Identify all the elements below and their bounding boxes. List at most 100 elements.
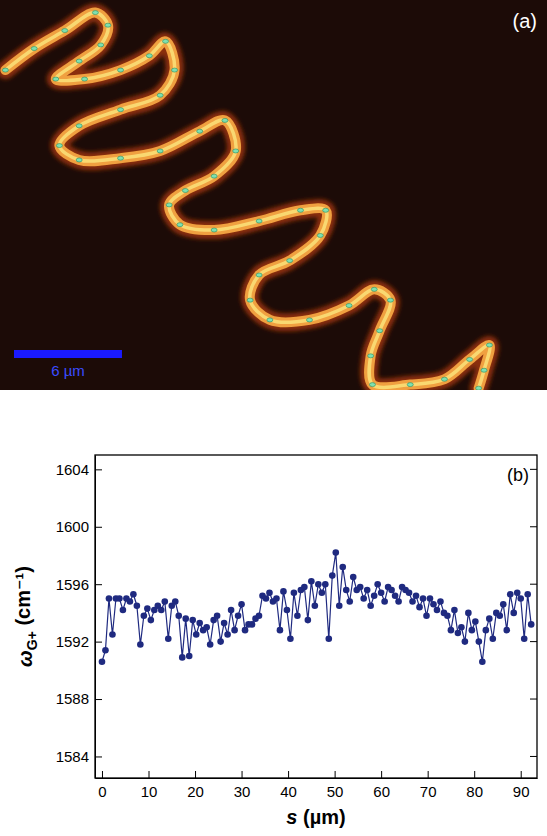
series-point: [287, 635, 294, 642]
measurement-point: [481, 368, 487, 372]
series-point: [325, 635, 332, 642]
y-tick-mark: [95, 469, 102, 470]
series-point: [486, 615, 493, 622]
series: [99, 549, 535, 665]
series-point: [346, 598, 353, 605]
series-point: [273, 595, 280, 602]
series-point: [437, 598, 444, 605]
measurement-point: [166, 203, 172, 207]
series-point: [510, 610, 517, 617]
series-point: [451, 607, 458, 614]
x-tick-label: 20: [187, 783, 204, 800]
series-point: [130, 591, 137, 598]
series-point: [193, 631, 200, 638]
x-tick: 20: [187, 771, 204, 800]
y-tick-mark-right: [530, 756, 537, 757]
measurement-point: [306, 318, 312, 322]
y-tick-label: 1600: [56, 518, 89, 535]
series-point: [367, 602, 374, 609]
measurement-point: [476, 386, 482, 390]
series-point: [420, 595, 427, 602]
tube-glow: [5, 13, 490, 389]
measurement-point: [256, 273, 262, 277]
series-point: [336, 602, 343, 609]
series-point: [127, 598, 134, 605]
measurement-point: [247, 298, 253, 302]
map-panel: 6 µm(a): [0, 0, 547, 390]
measurement-point: [346, 304, 352, 308]
series-point: [503, 627, 510, 634]
series-point: [360, 595, 367, 602]
series-point: [109, 631, 116, 638]
series-point: [472, 618, 479, 625]
tube-core: [5, 13, 490, 389]
series-point: [388, 587, 395, 594]
y-axis: 158415881592159616001604: [56, 456, 102, 779]
y-tick-label: 1584: [56, 748, 89, 765]
series-point: [462, 638, 469, 645]
measurement-point: [172, 68, 178, 72]
x-axis-title: s (µm): [286, 806, 345, 828]
measurement-point: [76, 158, 82, 162]
series-point: [455, 630, 462, 637]
x-axis: 0102030405060708090: [96, 771, 538, 800]
series-point: [332, 549, 339, 556]
x-tick: 30: [234, 771, 251, 800]
measurement-point: [62, 29, 68, 33]
measurement-point: [76, 59, 82, 63]
x-axis-line: [96, 778, 538, 779]
measurement-point: [407, 383, 413, 387]
measurement-point: [31, 47, 37, 51]
x-tick-mark: [428, 771, 429, 778]
series-point: [235, 612, 242, 619]
series-point: [319, 590, 326, 597]
measurement-point: [82, 77, 88, 81]
measurement-point: [182, 189, 188, 193]
series-point: [263, 595, 270, 602]
measurement-point: [98, 43, 104, 47]
series-point: [329, 572, 336, 579]
series-point: [120, 607, 127, 614]
panel-label: (a): [513, 10, 537, 32]
y-axis-title: ωG+ (cm⁻¹): [12, 566, 40, 667]
series-point: [196, 620, 203, 627]
series-point: [483, 627, 490, 634]
series-point: [465, 610, 472, 617]
x-tick-mark: [102, 771, 103, 778]
x-tick: 60: [373, 771, 390, 800]
series-point: [172, 598, 179, 605]
measurement-point: [371, 287, 377, 291]
map-background: [0, 0, 547, 390]
measurement-point: [387, 298, 393, 302]
series-point: [392, 592, 399, 599]
figure: 6 µm(a)010203040506070809015841588159215…: [0, 0, 547, 836]
series-point: [528, 621, 535, 628]
series-point: [291, 590, 298, 597]
series-point: [308, 578, 315, 585]
y-tick-label: 1592: [56, 633, 89, 650]
measurement-point: [56, 144, 62, 148]
measurement-point: [211, 228, 217, 232]
measurement-point: [53, 77, 59, 81]
measurement-point: [92, 11, 98, 15]
measurement-point: [256, 219, 262, 223]
series-point: [507, 591, 514, 598]
series-point: [434, 607, 441, 614]
series-point: [301, 584, 308, 591]
series-point: [305, 617, 312, 624]
series-point: [238, 601, 245, 608]
x-tick-mark: [195, 771, 196, 778]
series-point: [99, 658, 106, 665]
series-point: [312, 602, 319, 609]
series-point: [161, 598, 168, 605]
series-point: [249, 621, 256, 628]
series-point: [343, 587, 350, 594]
series-point: [378, 590, 385, 597]
series-point: [186, 653, 193, 660]
x-tick-label: 30: [234, 783, 251, 800]
series-point: [524, 591, 531, 598]
measurement-point: [2, 68, 8, 72]
series-point: [444, 612, 451, 619]
measurement-point: [177, 223, 183, 227]
series-point: [496, 612, 503, 619]
